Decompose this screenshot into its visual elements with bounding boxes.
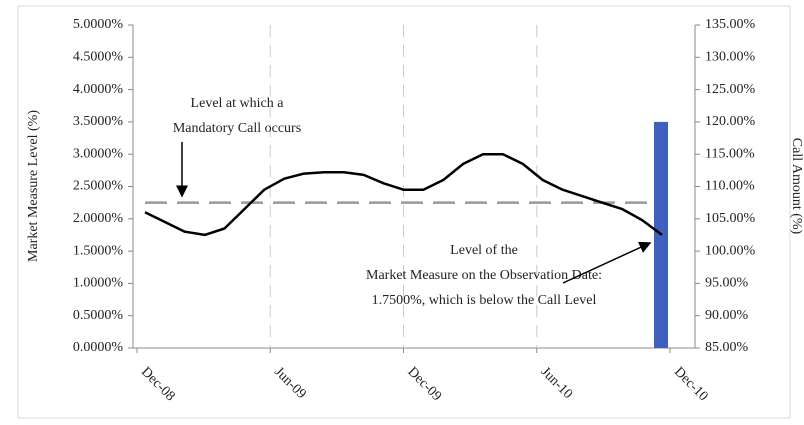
annotation: 1.7500%, which is below the Call Level — [372, 293, 597, 308]
y2-tick-label: 100.00% — [705, 243, 756, 258]
y2-tick-label: 135.00% — [705, 17, 756, 32]
annotation-arrow — [562, 241, 652, 284]
chart-frame — [17, 5, 791, 419]
y2-tick-label: 120.00% — [705, 114, 756, 129]
y-tick-label: 4.0000% — [73, 82, 124, 97]
y2-tick-label: 130.00% — [705, 50, 756, 65]
x-tick-label: Jun-09 — [271, 364, 309, 402]
y-axis-title: Market Measure Level (%) — [26, 110, 41, 262]
y2-tick-label: 95.00% — [705, 276, 749, 291]
y-tick-label: 0.0000% — [73, 340, 124, 355]
y-tick-label: 0.5000% — [73, 308, 124, 323]
y-tick-label: 2.0000% — [73, 211, 124, 226]
y2-tick-label: 125.00% — [705, 82, 756, 97]
y-tick-label: 5.0000% — [73, 17, 124, 32]
x-tick-label: Dec-08 — [138, 364, 178, 404]
y2-tick-label: 110.00% — [705, 179, 755, 194]
y2-tick-label: 115.00% — [705, 146, 755, 161]
y2-tick-label: 105.00% — [705, 211, 756, 226]
line — [144, 152, 663, 237]
annotation: Market Measure on the Observation Date: — [366, 268, 602, 283]
x-tick-label: Jun-10 — [538, 364, 576, 402]
y-tick-label: 1.5000% — [73, 243, 124, 258]
y-tick-label: 3.0000% — [73, 146, 124, 161]
y-tick-label: 3.5000% — [73, 114, 124, 129]
y-tick-label: 2.5000% — [73, 179, 124, 194]
annotation: Level of the — [450, 243, 518, 258]
y2-axis-title: Call Amount (%) — [789, 138, 804, 235]
y2-tick-label: 90.00% — [705, 308, 749, 323]
annotation: Mandatory Call occurs — [173, 121, 301, 136]
y-tick-label: 1.0000% — [73, 276, 124, 291]
x-tick-label: Dec-10 — [671, 364, 711, 404]
x-tick-label: Dec-09 — [404, 364, 444, 404]
y-tick-label: 4.5000% — [73, 50, 124, 65]
annotation: Level at which a — [191, 96, 285, 111]
y2-tick-label: 85.00% — [705, 340, 749, 355]
